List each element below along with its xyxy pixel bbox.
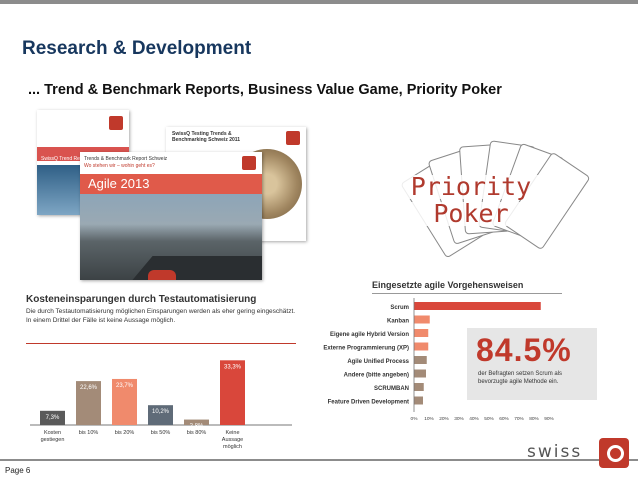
category-label: SCRUMBAN (374, 386, 409, 392)
bar-1 (414, 315, 430, 324)
top-divider (0, 0, 638, 4)
priority-poker-line2: Poker (397, 201, 545, 226)
savings-chart-title: Kosteneinsparungen durch Testautomatisie… (26, 294, 257, 305)
category-label: Aussage (222, 437, 243, 443)
category-label: Andere (bitte angeben) (344, 373, 409, 379)
tick-label: 80% (529, 416, 539, 422)
bar-2 (414, 329, 429, 337)
category-label: Keine (225, 430, 239, 436)
tick-label: 70% (514, 416, 524, 422)
bar-2 (112, 378, 137, 425)
tick-label: 60% (499, 416, 509, 422)
category-label: bis 50% (151, 430, 171, 436)
bar-5 (220, 360, 245, 425)
category-label: bis 10% (79, 430, 99, 436)
swissq-logo-icon (242, 156, 256, 170)
category-label: Feature Driven Development (328, 400, 409, 406)
swissq-logo-icon (109, 116, 123, 130)
logo-word: swiss (527, 442, 583, 462)
priority-poker-line1: Priority (387, 174, 555, 199)
bar-4 (184, 419, 209, 425)
category-label: gestiegen (41, 437, 65, 443)
page-number: Page 6 (5, 466, 31, 475)
bar-label: 33,3% (224, 364, 242, 370)
category-label: Kanban (387, 319, 409, 325)
tick-label: 30% (454, 416, 464, 422)
chart-divider (372, 293, 562, 294)
trend-report-band: SwissQ Trend Report (41, 156, 89, 162)
tick-label: 40% (469, 416, 479, 422)
bar-7 (414, 396, 423, 405)
tick-label: 50% (484, 416, 494, 422)
bar-0 (414, 302, 541, 310)
scrum-percentage-note: der Befragten setzen Scrum als bevorzugt… (478, 371, 563, 385)
chart-divider (26, 343, 296, 344)
bar-6 (414, 383, 424, 391)
swissq-q-icon (599, 438, 629, 468)
bar-label: 10,2% (152, 409, 170, 415)
agile-chart-title: Eingesetzte agile Vorgehensweisen (372, 280, 524, 290)
savings-chart-description: Die durch Testautomatisierung möglichen … (26, 308, 296, 324)
agile-report-band: Agile 2013 (88, 176, 150, 191)
go-kart-icon (148, 270, 176, 280)
category-label: Agile Unified Process (347, 359, 409, 365)
bar-label: 2,8% (190, 424, 204, 430)
bar-5 (414, 369, 426, 378)
category-label: bis 80% (187, 430, 207, 436)
bar-label: 22,6% (80, 385, 98, 391)
tick-label: 0% (411, 416, 419, 422)
highlight-box (467, 328, 597, 400)
bar-3 (414, 342, 429, 351)
bar-label: 7,3% (46, 415, 60, 421)
page-title: Research & Development (22, 38, 252, 59)
bar-label: 23,7% (116, 383, 134, 389)
agile-report-cover: Trends & Benchmark Report Schweiz Wo ste… (80, 152, 262, 280)
category-label: bis 20% (115, 430, 135, 436)
category-label: Kosten (44, 430, 61, 436)
scrum-percentage: 84.5% (476, 332, 572, 368)
testing-trends-title: SwissQ Testing Trends & Benchmarking Sch… (172, 131, 241, 143)
agile-report-header: Trends & Benchmark Report Schweiz (84, 156, 168, 162)
category-label: Eigene agile Hybrid Version (330, 332, 409, 338)
bar-0 (40, 410, 65, 425)
go-kart-photo (80, 194, 262, 280)
category-label: möglich (223, 444, 242, 450)
bar-1 (76, 381, 101, 425)
bar-3 (148, 405, 173, 425)
swissq-logo-icon (286, 131, 300, 145)
footer-divider (0, 459, 638, 461)
agile-report-subheader: Wo stehen wir – wohin geht es? (84, 163, 155, 169)
category-label: Externe Programmierung (XP) (323, 346, 409, 352)
page-subtitle: ... Trend & Benchmark Reports, Business … (28, 82, 502, 98)
agile-bar-chart: Scrum Kanban Eigene agile Hybrid Version Ex… (323, 298, 555, 422)
tick-label: 10% (424, 416, 434, 422)
bar-4 (414, 356, 427, 364)
tick-label: 20% (439, 416, 449, 422)
category-label: Scrum (390, 305, 409, 311)
tick-label: 90% (544, 416, 554, 422)
